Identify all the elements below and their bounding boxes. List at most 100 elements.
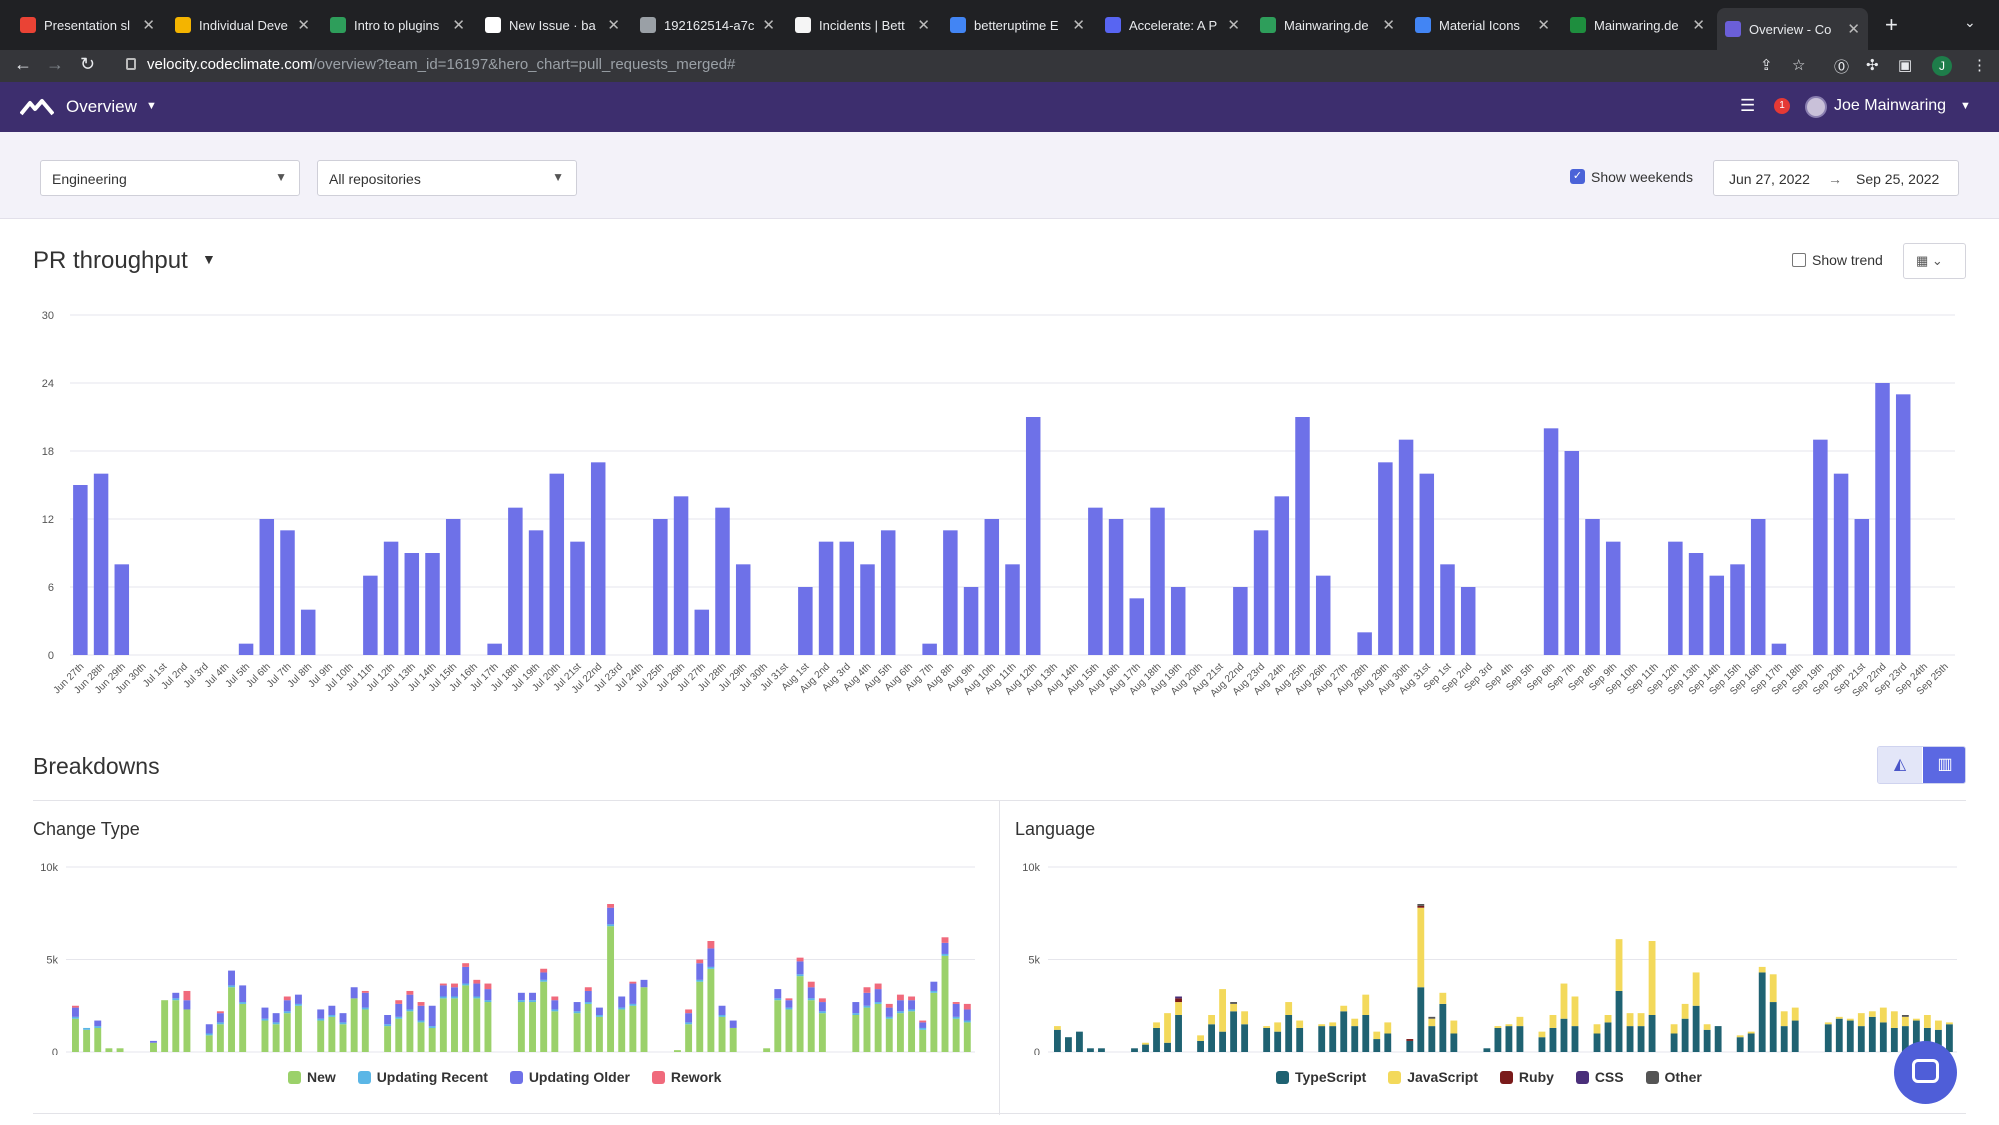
y-tick-label: 0 bbox=[48, 650, 54, 662]
stacked-bar-segment bbox=[361, 1007, 369, 1010]
date-end[interactable]: Sep 25, 2022 bbox=[1856, 171, 1940, 187]
browser-tab[interactable]: 192162514-a7c ✕ bbox=[632, 10, 783, 40]
bar bbox=[1709, 575, 1725, 655]
stacked-bar-segment bbox=[1538, 1031, 1546, 1038]
close-tab-icon[interactable]: ✕ bbox=[762, 17, 775, 34]
browser-tab[interactable]: Presentation sl ✕ bbox=[12, 10, 163, 40]
close-tab-icon[interactable]: ✕ bbox=[1537, 17, 1550, 34]
user-menu-chevron-icon[interactable]: ▼ bbox=[1960, 100, 1971, 112]
stacked-bar-segment bbox=[395, 1018, 403, 1052]
pr-throughput-title[interactable]: PR throughput bbox=[33, 247, 188, 274]
password-manager-icon[interactable]: ⓪ bbox=[1834, 59, 1850, 76]
close-tab-icon[interactable]: ✕ bbox=[917, 17, 930, 34]
legend-item-updating-older[interactable]: Updating Older bbox=[509, 1069, 630, 1085]
stacked-bar-segment bbox=[885, 1016, 893, 1019]
browser-tab[interactable]: Individual Deve ✕ bbox=[167, 10, 318, 40]
browser-tab[interactable]: Mainwaring.de ✕ bbox=[1252, 10, 1403, 40]
close-tab-icon[interactable]: ✕ bbox=[1847, 21, 1860, 38]
stacked-bar-segment bbox=[1428, 1016, 1436, 1019]
url-path: /overview?team_id=16197&hero_chart=pull_… bbox=[312, 56, 736, 73]
close-tab-icon[interactable]: ✕ bbox=[1382, 17, 1395, 34]
legend-item-updating-recent[interactable]: Updating Recent bbox=[357, 1069, 488, 1085]
area-chart-view-button[interactable]: ◭ bbox=[1878, 747, 1922, 783]
browser-tab[interactable]: Mainwaring.de ✕ bbox=[1562, 10, 1713, 40]
bookmark-star-icon[interactable]: ☆ bbox=[1792, 57, 1806, 74]
show-trend-label[interactable]: Show trend bbox=[1812, 252, 1883, 268]
extensions-icon[interactable]: ✣ bbox=[1866, 57, 1879, 74]
bar bbox=[1357, 632, 1372, 655]
bar bbox=[425, 553, 440, 655]
legend-item-css[interactable]: CSS bbox=[1575, 1069, 1624, 1085]
stacked-bar-segment bbox=[685, 1024, 693, 1052]
browser-tab[interactable]: Overview - Co ✕ bbox=[1717, 8, 1868, 50]
forward-icon[interactable]: → bbox=[46, 54, 64, 74]
stacked-bar-segment bbox=[896, 1000, 904, 1012]
browser-tab[interactable]: Accelerate: A P ✕ bbox=[1097, 10, 1248, 40]
chevron-down-icon[interactable]: ▼ bbox=[146, 100, 157, 112]
url-field[interactable]: velocity.codeclimate.com/overview?team_i… bbox=[147, 56, 735, 73]
close-tab-icon[interactable]: ✕ bbox=[142, 17, 155, 34]
legend-item-ruby[interactable]: Ruby bbox=[1499, 1069, 1554, 1085]
stacked-bar-segment bbox=[1945, 1022, 1953, 1025]
show-trend-checkbox[interactable] bbox=[1792, 253, 1806, 267]
stacked-bar-segment bbox=[1593, 1033, 1601, 1052]
chevron-down-icon[interactable]: ▼ bbox=[202, 251, 216, 267]
share-icon[interactable]: ⇪ bbox=[1760, 57, 1773, 74]
stacked-bar-segment bbox=[228, 987, 235, 1052]
back-icon[interactable]: ← bbox=[14, 54, 32, 74]
stacked-bar-segment bbox=[272, 1013, 280, 1023]
notifications-icon[interactable]: ☰ bbox=[1740, 96, 1756, 115]
side-panel-icon[interactable]: ▣ bbox=[1898, 57, 1913, 74]
legend-item-javascript[interactable]: JavaScript bbox=[1388, 1069, 1478, 1085]
bar bbox=[984, 519, 1000, 655]
stacked-bar-segment bbox=[172, 992, 180, 999]
legend-item-typescript[interactable]: TypeScript bbox=[1276, 1069, 1366, 1085]
bar bbox=[1025, 417, 1041, 655]
browser-tab[interactable]: Incidents | Bett ✕ bbox=[787, 10, 938, 40]
chat-support-button[interactable] bbox=[1894, 1041, 1957, 1104]
new-tab-button[interactable]: + bbox=[1885, 12, 1898, 37]
bar-chart-view-button[interactable]: ▥ bbox=[1923, 747, 1965, 783]
page-title[interactable]: Overview bbox=[66, 97, 137, 116]
browser-menu-icon[interactable]: ⋮ bbox=[1972, 57, 1987, 74]
codeclimate-logo-icon[interactable] bbox=[20, 98, 54, 116]
close-tab-icon[interactable]: ✕ bbox=[1227, 17, 1240, 34]
calendar-dropdown-button[interactable]: ▦ ⌄ bbox=[1903, 243, 1966, 279]
stacked-bar-segment bbox=[172, 998, 180, 1001]
bar bbox=[1274, 496, 1290, 655]
tab-search-chevron-icon[interactable]: ⌄ bbox=[1964, 14, 1976, 30]
legend-item-new[interactable]: New bbox=[288, 1069, 336, 1085]
show-weekends-checkbox[interactable]: ✓ bbox=[1570, 169, 1585, 184]
profile-avatar-icon[interactable]: J bbox=[1932, 56, 1952, 76]
bar bbox=[922, 643, 937, 655]
stacked-bar-segment bbox=[517, 1002, 525, 1052]
stacked-bar-segment bbox=[183, 1009, 191, 1052]
bar bbox=[508, 507, 523, 655]
close-tab-icon[interactable]: ✕ bbox=[1692, 17, 1705, 34]
close-tab-icon[interactable]: ✕ bbox=[297, 17, 310, 34]
user-name[interactable]: Joe Mainwaring bbox=[1834, 97, 1947, 114]
date-range-picker[interactable]: Jun 27, 2022 → Sep 25, 2022 bbox=[1713, 160, 1959, 196]
avatar[interactable] bbox=[1805, 96, 1827, 118]
date-start[interactable]: Jun 27, 2022 bbox=[1729, 171, 1810, 187]
stacked-bar-segment bbox=[896, 1013, 904, 1052]
legend-item-rework[interactable]: Rework bbox=[651, 1069, 721, 1085]
browser-tab[interactable]: Intro to plugins ✕ bbox=[322, 10, 473, 40]
lock-icon[interactable] bbox=[126, 58, 136, 70]
team-select[interactable]: Engineering ▼ bbox=[40, 160, 300, 196]
close-tab-icon[interactable]: ✕ bbox=[607, 17, 620, 34]
stacked-bar-segment bbox=[1241, 1024, 1249, 1052]
stacked-bar-segment bbox=[417, 1022, 425, 1052]
stacked-bar-segment bbox=[1175, 1015, 1182, 1052]
browser-tab[interactable]: Material Icons ✕ bbox=[1407, 10, 1558, 40]
reload-icon[interactable]: ↻ bbox=[80, 54, 96, 74]
stacked-bar-segment bbox=[629, 983, 637, 1004]
close-tab-icon[interactable]: ✕ bbox=[452, 17, 465, 34]
legend-item-other[interactable]: Other bbox=[1645, 1069, 1702, 1085]
bar bbox=[1771, 643, 1787, 655]
browser-tab[interactable]: betteruptime E ✕ bbox=[942, 10, 1093, 40]
browser-tab[interactable]: New Issue · ba ✕ bbox=[477, 10, 628, 40]
show-weekends-label[interactable]: Show weekends bbox=[1591, 169, 1693, 185]
repository-select[interactable]: All repositories ▼ bbox=[317, 160, 577, 196]
close-tab-icon[interactable]: ✕ bbox=[1072, 17, 1085, 34]
